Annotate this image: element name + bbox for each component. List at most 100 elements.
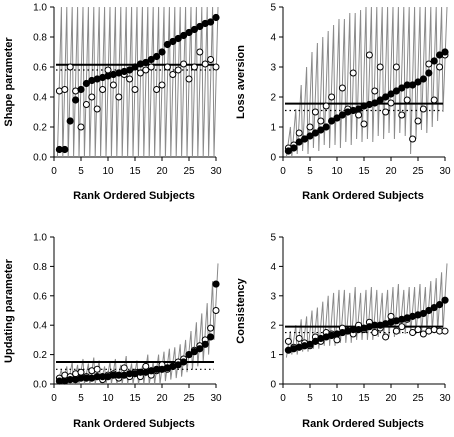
y-tick-label: 0.4 [33,93,47,104]
open-point [131,86,139,93]
x-tick-label: 10 [102,166,114,177]
filled-point [430,57,438,65]
x-tick-label: 10 [102,393,114,404]
y-tick-label: 1.0 [33,233,47,244]
y-tick-label: 0.4 [33,321,47,332]
y-tick-label: 0.2 [33,123,47,134]
open-point [371,329,379,337]
y-tick-label: 2 [270,321,276,332]
x-tick-label: 20 [385,166,397,177]
open-point [295,334,303,342]
open-point [207,324,215,332]
x-tick-label: 30 [439,166,451,177]
y-tick-label: 0.8 [33,262,47,273]
y-axis-title: Shape parameter [3,37,15,127]
open-point [163,63,171,71]
y-axis-title: Updating parameter [3,258,15,363]
open-point [104,66,112,74]
filled-point [61,145,69,154]
filled-point [212,280,220,288]
filled-point [66,117,74,125]
open-point [355,111,363,119]
filled-point [425,306,433,315]
x-tick-label: 15 [358,393,370,404]
y-tick-label: 1.0 [33,3,47,14]
open-point [284,337,292,345]
x-tick-label: 10 [331,166,343,177]
panel-3: 0.0 0.2 0.4 0.6 0.8 1.0 0 5 10 15 20 25 30 Rank Order… [3,233,222,431]
filled-point [306,132,314,140]
filled-point [185,350,193,359]
open-point [153,86,161,93]
y-tick-label: 1 [270,123,276,134]
filled-point [435,51,444,59]
panel-4: 0 1 2 3 4 5 0 5 10 15 20 25 30 Rank Ordered Subjects C… [235,233,451,431]
x-axis-title: Rank Ordered Subjects [73,190,195,202]
open-point [295,129,303,137]
y-tick-label: 0.6 [33,291,47,302]
open-point [212,307,220,314]
open-point [88,93,96,101]
x-tick-label: 20 [156,393,168,404]
open-point [317,117,325,125]
open-point [77,368,85,376]
y-tick-label: 2 [270,93,276,104]
filled-point [425,69,433,77]
x-tick-label: 25 [183,393,195,404]
open-point [93,365,101,373]
open-point [365,51,373,59]
filled-point [419,75,427,83]
open-point [328,93,336,101]
open-point [414,117,422,125]
y-axis-title: Loss aversion [235,45,247,119]
filled-point [207,18,215,26]
open-point [93,105,101,113]
filled-point [381,93,390,101]
open-point [338,84,346,92]
filled-point [82,79,91,88]
open-point [398,111,406,119]
filled-point [142,58,150,67]
open-point [392,63,400,71]
filled-point [77,85,85,94]
open-point [430,96,438,104]
filled-point [387,90,395,98]
filled-point [338,111,346,119]
filled-point [131,63,139,71]
x-tick-label: 25 [412,393,424,404]
x-tick-label: 30 [210,393,222,404]
x-tick-label: 0 [280,393,286,404]
x-tick-label: 15 [129,166,141,177]
filled-point [180,358,188,366]
filled-point [174,34,182,43]
filled-point [392,87,400,95]
filled-point [317,126,325,134]
x-axis-title: Rank Ordered Subjects [302,190,424,202]
open-point [61,86,69,93]
open-point [82,101,90,108]
open-point [387,99,395,107]
open-point [382,333,390,341]
open-point [190,63,198,71]
filled-point [190,25,198,34]
y-tick-label: 4 [270,262,276,273]
filled-point [371,99,379,107]
filled-point [196,22,204,31]
filled-point [398,84,406,92]
open-point [441,327,449,335]
x-tick-label: 10 [331,393,343,404]
open-point [403,96,411,104]
y-tick-label: 0 [270,380,276,391]
x-tick-label: 5 [307,166,313,177]
filled-point [163,40,171,49]
open-point [212,63,220,71]
y-tick-label: 5 [270,233,276,244]
x-tick-label: 15 [129,393,141,404]
filled-point [126,66,134,74]
panel-1: 0.0 0.2 0.4 0.6 0.8 1.0 0 5 10 15 20 25 30 Rank Order… [3,3,222,203]
open-point [185,75,193,83]
x-tick-label: 0 [280,166,286,177]
open-point [322,102,330,110]
open-point [387,312,395,320]
